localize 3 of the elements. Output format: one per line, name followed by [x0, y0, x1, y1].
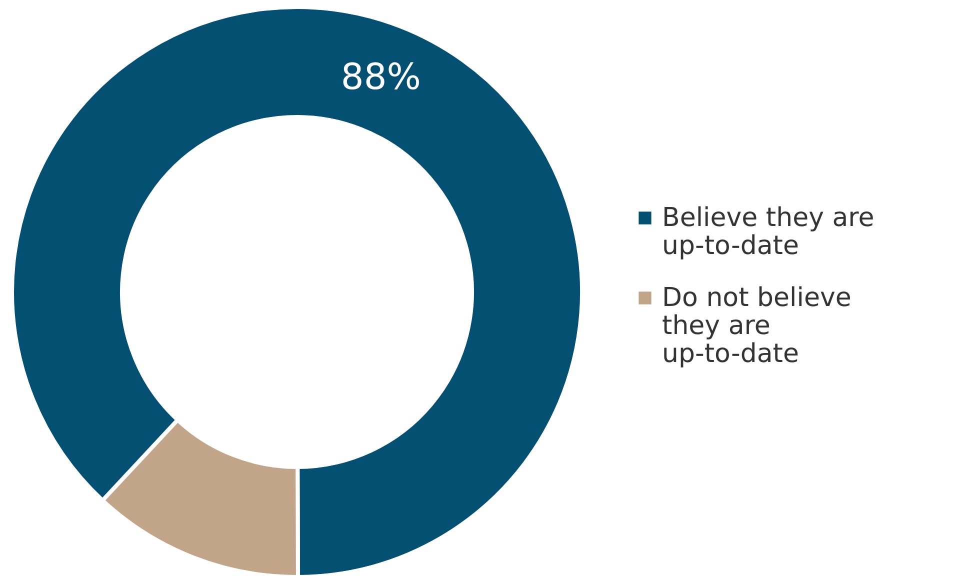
- legend-label: Believe they are up-to-date: [662, 203, 874, 261]
- data-label: 88%: [340, 56, 421, 98]
- legend-label: Do not believe they are up-to-date: [662, 283, 852, 369]
